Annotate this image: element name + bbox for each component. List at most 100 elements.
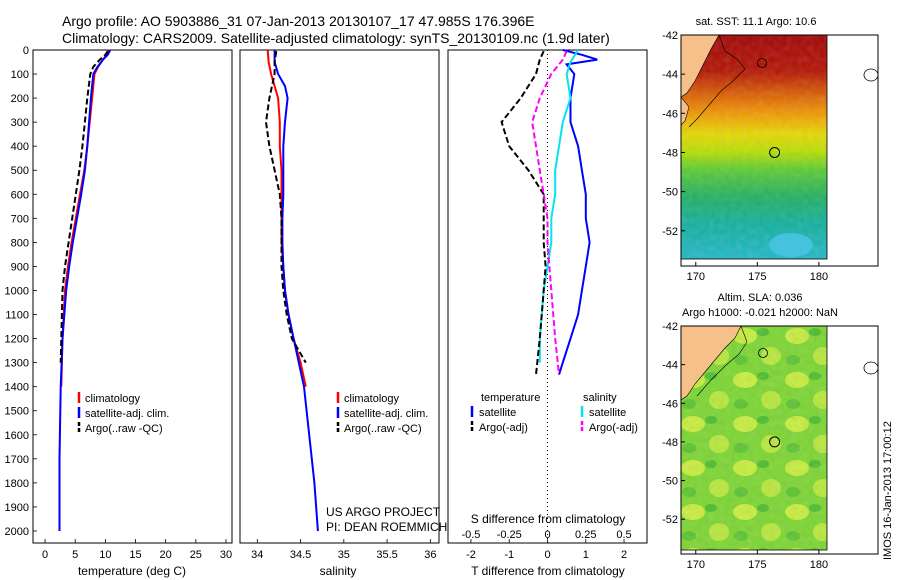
sst-map-axes: 170 175 180 -42 -44 -46 -48 -50 -52 — [662, 30, 879, 283]
depth-tick-label: 300 — [11, 117, 29, 129]
x-tick-label: -1 — [504, 549, 514, 561]
depth-tick-label: 1600 — [5, 430, 29, 442]
depth-tick-label: 900 — [11, 261, 29, 273]
map-x-tick-label: 175 — [748, 559, 766, 571]
legend-label: satellite — [589, 407, 626, 419]
legend-label: climatology — [85, 393, 141, 405]
depth-tick-label: 1300 — [5, 358, 29, 370]
sla-map-panel: Altim. SLA: 0.036 Argo h1000: -0.021 h20… — [662, 292, 879, 571]
series-line-argo-adj- — [531, 50, 568, 375]
map-y-tick-label: -50 — [662, 476, 678, 488]
map-y-tick-label: -50 — [662, 187, 678, 199]
salinity-xlabel: salinity — [320, 564, 357, 578]
legend-label: Argo(-adj) — [589, 422, 638, 434]
depth-tick-label: 1200 — [5, 334, 29, 346]
x-tick-label: -2 — [466, 549, 476, 561]
temperature-xlabel: temperature (deg C) — [78, 564, 186, 578]
temperature-x-axis: 0 5 10 15 20 25 30 — [42, 539, 232, 561]
legend-group-title: salinity — [583, 392, 617, 404]
x-tick-label: 35 — [338, 549, 350, 561]
sla-map-subtitle: Argo h1000: -0.021 h2000: NaN — [682, 307, 838, 319]
map-frame — [680, 34, 879, 267]
t-difference-label: T difference from climatology — [471, 564, 625, 578]
legend-label: Argo(..raw -QC) — [85, 423, 163, 435]
depth-tick-label: 0 — [23, 45, 29, 57]
x-tick-label: 25 — [190, 549, 202, 561]
s-difference-label: S difference from climatology — [471, 512, 626, 526]
depth-tick-label: 1500 — [5, 406, 29, 418]
series-line-argo-raw-qc- — [59, 50, 109, 363]
depth-tick-label: 2000 — [5, 526, 29, 538]
sla-map-title: Altim. SLA: 0.036 — [718, 292, 803, 304]
salinity-panel: 34 34.5 35 35.5 36 salinity climatology satel… — [239, 49, 447, 578]
salinity-x-axis: 34 34.5 35 35.5 36 — [251, 539, 436, 561]
x-tick-label: 36 — [424, 549, 436, 561]
map-x-tick-label: 180 — [810, 559, 828, 571]
depth-tick-label: 400 — [11, 141, 29, 153]
x-tick-label: 35.5 — [376, 549, 397, 561]
x-tick-label: 34 — [251, 549, 263, 561]
legend-label: satellite — [479, 407, 516, 419]
s-tick-label: 0.5 — [616, 529, 631, 541]
sst-map-panel: sat. SST: 11.1 Argo: 10.6 — [662, 16, 879, 283]
temperature-panel: 0100200300400500600700800900100011001200… — [5, 45, 452, 578]
legend-label: climatology — [344, 393, 400, 405]
map-y-tick-label: -46 — [662, 108, 678, 120]
header-line-1: Argo profile: AO 5903886_31 07-Jan-2013 … — [62, 13, 535, 29]
series-line-argo-adj- — [500, 50, 547, 375]
x-tick-label: 10 — [99, 549, 111, 561]
map-x-tick-label: 170 — [687, 559, 705, 571]
map-y-tick-label: -48 — [662, 437, 678, 449]
legend-label: satellite-adj. clim. — [85, 408, 169, 420]
sst-map-title: sat. SST: 11.1 Argo: 10.6 — [696, 16, 817, 28]
x-tick-label: 0 — [42, 549, 48, 561]
depth-tick-label: 1800 — [5, 478, 29, 490]
x-tick-label: 30 — [220, 549, 232, 561]
depth-tick-label: 500 — [11, 165, 29, 177]
salinity-series — [264, 49, 319, 532]
map-y-tick-label: -48 — [662, 147, 678, 159]
sla-float-marker — [769, 436, 781, 448]
map-y-tick-label: -52 — [662, 226, 678, 238]
difference-series — [500, 49, 598, 375]
depth-tick-label: 1100 — [5, 310, 29, 322]
map-y-tick-label: -46 — [662, 398, 678, 410]
depth-tick-label: 1000 — [5, 285, 29, 297]
x-tick-label: 15 — [129, 549, 141, 561]
s-tick-label: 0.25 — [575, 529, 596, 541]
depth-tick-label: 600 — [11, 189, 29, 201]
legend-group-title: temperature — [481, 392, 540, 404]
depth-tick-label: 800 — [11, 237, 29, 249]
x-tick-label: 34.5 — [290, 549, 311, 561]
header-line-2: Climatology: CARS2009. Satellite-adjuste… — [62, 30, 610, 46]
project-label: US ARGO PROJECT — [326, 505, 441, 519]
map-y-tick-label: -44 — [662, 360, 678, 372]
depth-axis: 0 100 200 300 400 500 600 700 800 900 1000 1100 1200… — [5, 45, 452, 538]
series-line-satellite — [538, 49, 579, 363]
s-tick-label: -0.5 — [461, 529, 480, 541]
sst-coast-ring — [757, 58, 767, 68]
depth-tick-label: 1400 — [5, 382, 29, 394]
depth-tick-label: 100 — [11, 69, 29, 81]
map-x-tick-label: 180 — [810, 271, 828, 283]
sla-coast-ring — [758, 348, 768, 358]
legend-label: satellite-adj. clim. — [344, 408, 428, 420]
sla-map-axes: 170 175 180 -42 -44 -46 -48 -50 -52 — [662, 321, 879, 571]
s-tick-label: -0.25 — [497, 529, 522, 541]
series-line-satellite-adj-clim- — [58, 49, 112, 531]
map-x-tick-label: 175 — [748, 271, 766, 283]
series-line-argo-raw-qc- — [264, 51, 307, 364]
legend-label: Argo(-adj) — [479, 422, 528, 434]
x-tick-label: 0 — [544, 549, 550, 561]
x-tick-label: 2 — [621, 549, 627, 561]
difference-legend: temperature satellite Argo(-adj) salinity sa… — [470, 392, 638, 434]
map-y-tick-label: -42 — [662, 321, 678, 333]
depth-tick-label: 1900 — [5, 502, 29, 514]
temperature-series — [58, 49, 112, 531]
sst-float-marker — [769, 147, 781, 158]
depth-tick-label: 200 — [11, 93, 29, 105]
legend-label: Argo(..raw -QC) — [344, 423, 422, 435]
